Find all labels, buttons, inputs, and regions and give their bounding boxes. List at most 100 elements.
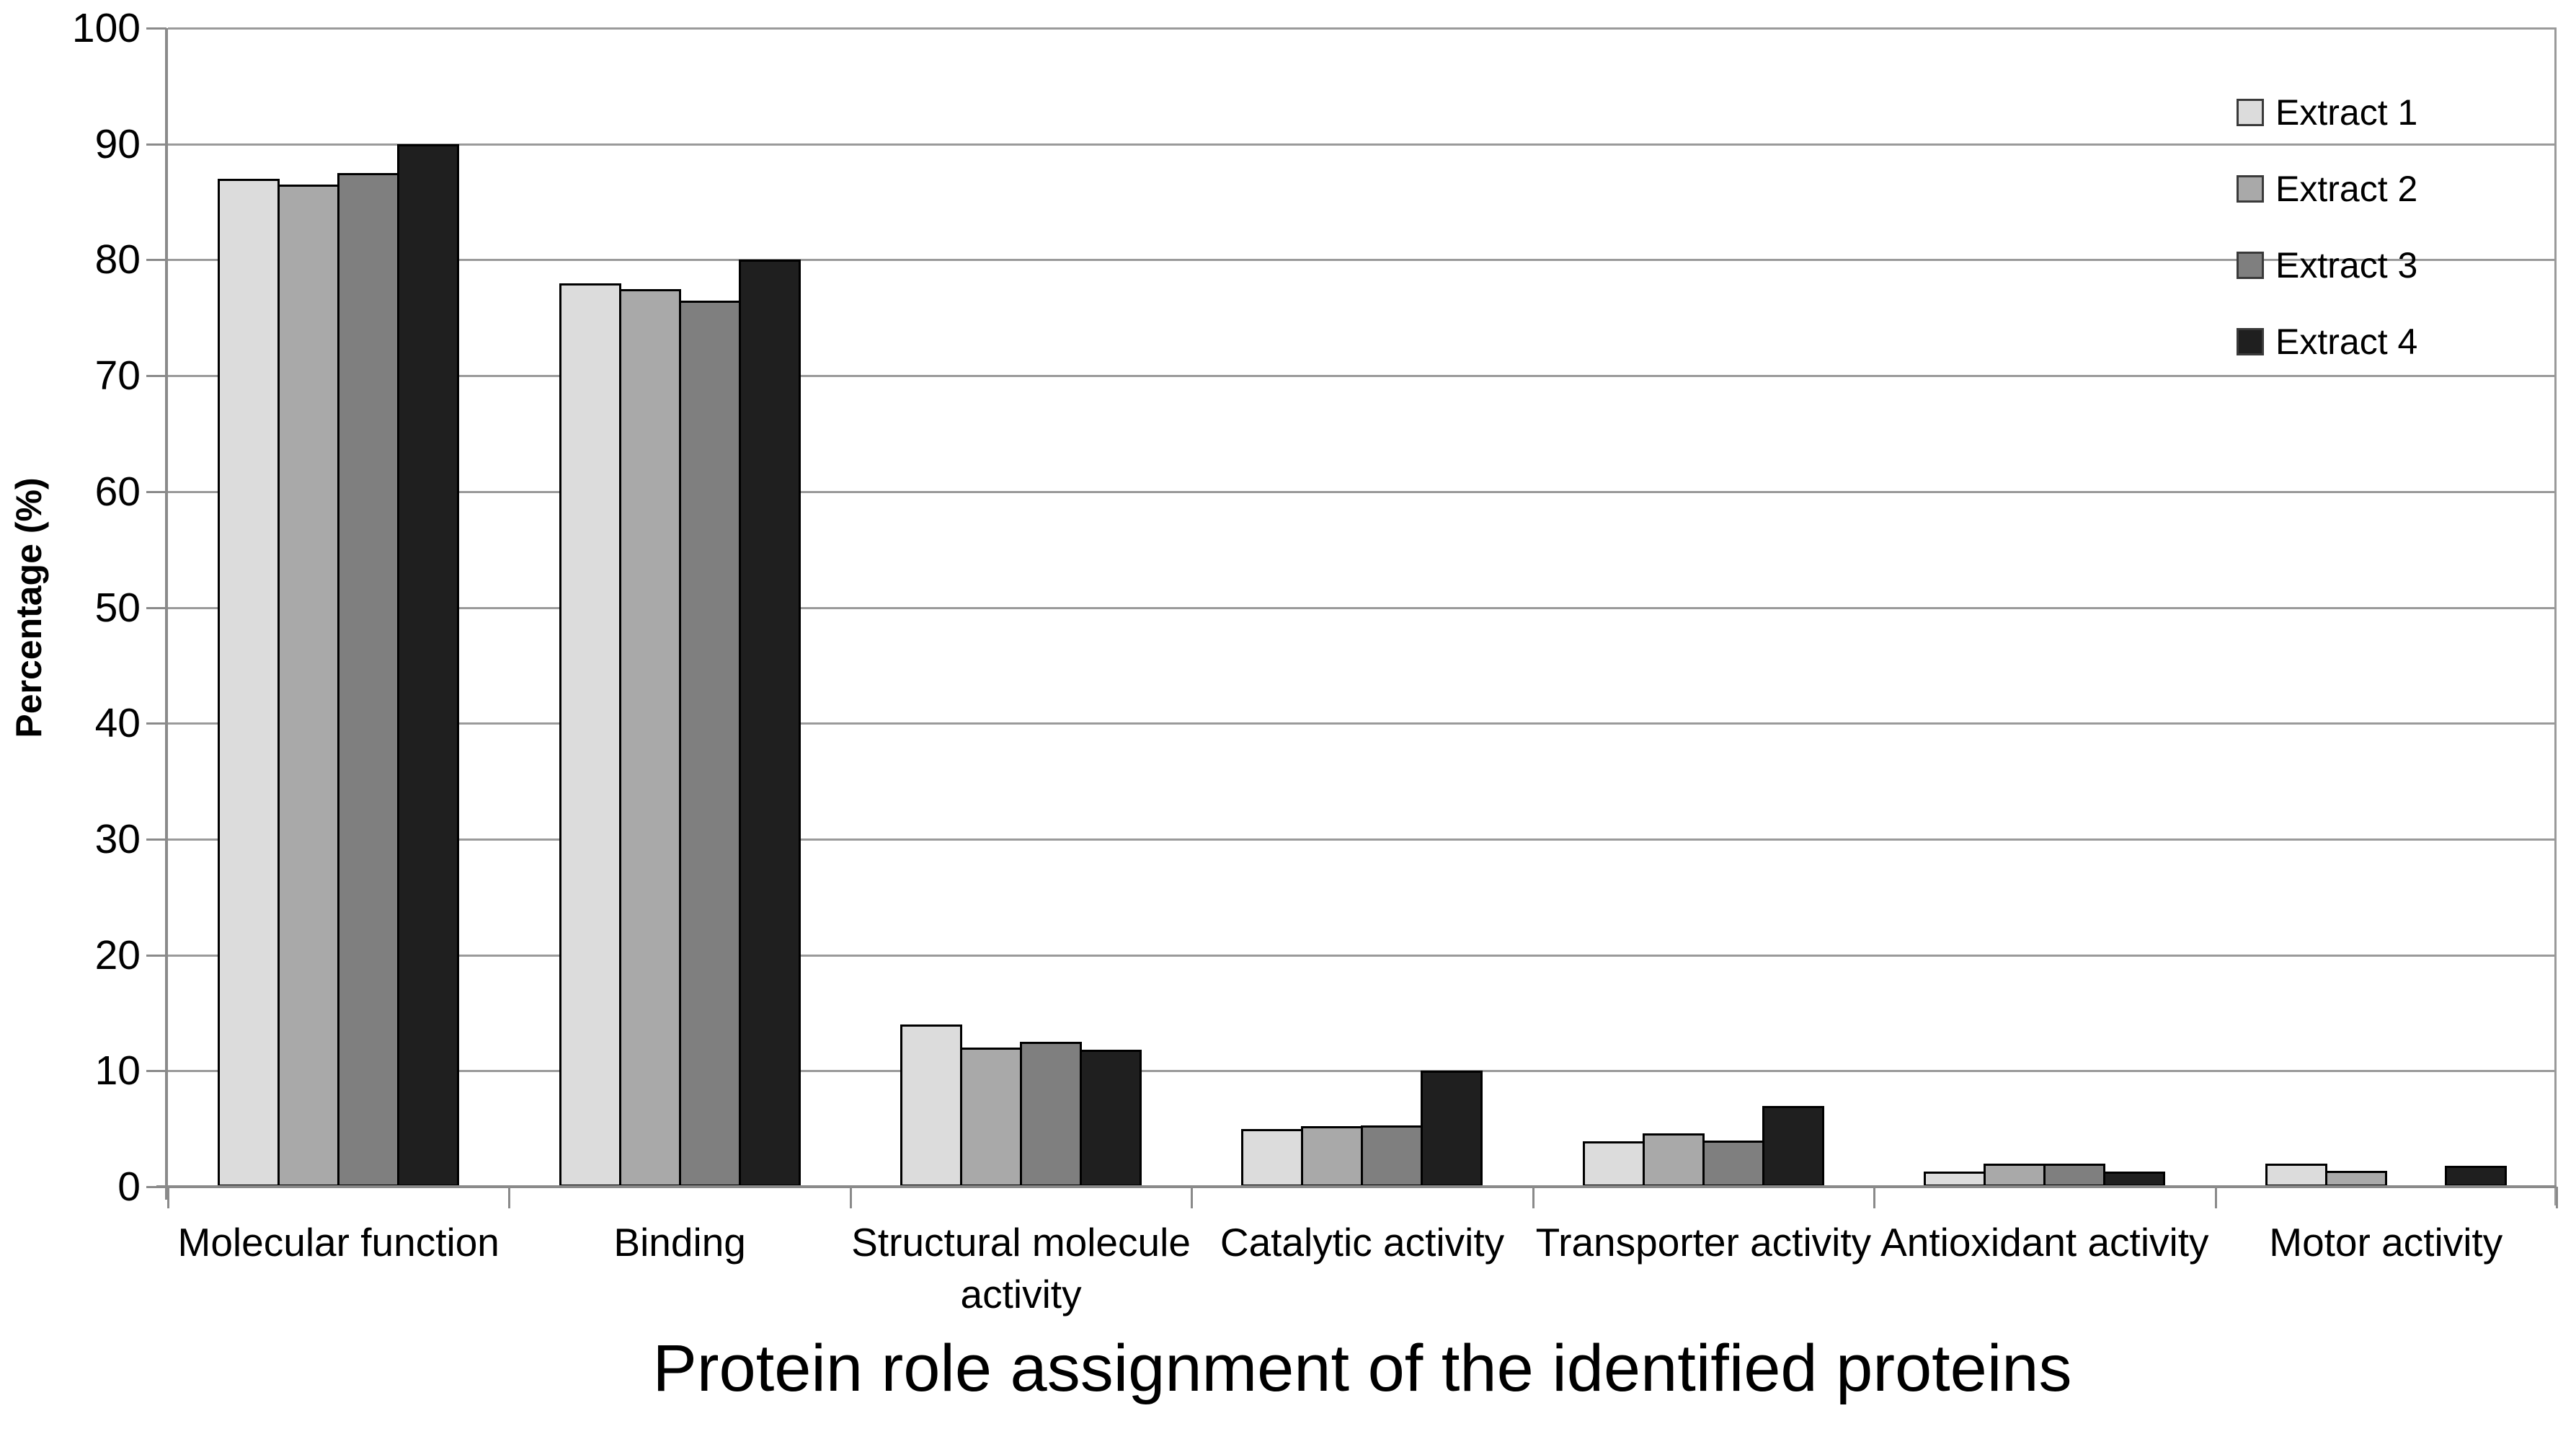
- y-axis-tick: [146, 490, 166, 493]
- y-axis-tick: [146, 143, 166, 146]
- bar: [1241, 1129, 1304, 1187]
- bar: [559, 283, 621, 1187]
- x-axis-tick: [1191, 1187, 1194, 1208]
- x-axis-tick: [2214, 1187, 2217, 1208]
- legend-label: Extract 3: [2275, 245, 2418, 286]
- x-axis-label-line: Transporter activity: [1535, 1220, 1872, 1265]
- bar: [960, 1048, 1023, 1187]
- bar-group: [850, 28, 1191, 1187]
- bar: [277, 185, 340, 1187]
- bar: [1702, 1141, 1764, 1187]
- y-axis-tick: [146, 259, 166, 262]
- bar: [618, 289, 681, 1187]
- chart-title: Protein role assignment of the identifie…: [652, 1332, 2072, 1405]
- x-axis-label: Binding: [509, 1217, 850, 1320]
- gridline: [168, 27, 2557, 30]
- bar: [2444, 1166, 2507, 1187]
- x-axis-tick: [1873, 1187, 1876, 1208]
- gridline: [168, 490, 2557, 493]
- gridline: [168, 606, 2557, 609]
- x-axis-label: Structural molecule activity: [850, 1217, 1191, 1320]
- bar: [738, 260, 801, 1187]
- plot-right-border: [2554, 28, 2557, 1205]
- bar-group: [2216, 28, 2557, 1187]
- y-axis-tick: [146, 1186, 166, 1188]
- x-axis-label-line: Catalytic activity: [1220, 1220, 1505, 1265]
- bar: [678, 301, 741, 1187]
- x-axis-label: Antioxidant activity: [1874, 1217, 2215, 1320]
- bar-group: [1191, 28, 1532, 1187]
- bar-group: [1874, 28, 2215, 1187]
- x-axis-tick: [167, 1187, 169, 1208]
- bar: [337, 173, 400, 1187]
- bar: [2265, 1164, 2327, 1187]
- x-axis-label: Catalytic activity: [1191, 1217, 1532, 1320]
- gridline: [168, 954, 2557, 957]
- y-tick-label: 30: [94, 815, 141, 862]
- legend-swatch: [2237, 99, 2264, 126]
- bar: [1762, 1106, 1824, 1187]
- legend-label: Extract 2: [2275, 169, 2418, 209]
- y-axis-tick: [146, 722, 166, 725]
- y-tick-label: 70: [94, 353, 141, 399]
- x-axis-line: [156, 1185, 2557, 1188]
- bar: [2324, 1171, 2387, 1187]
- y-tick-label: 10: [94, 1048, 141, 1094]
- x-axis-category-labels: Molecular function Binding Structural mole…: [168, 1217, 2557, 1320]
- bar: [1020, 1042, 1083, 1187]
- gridline: [168, 722, 2557, 725]
- y-axis-tick: [146, 954, 166, 957]
- legend-entry: Extract 4: [2237, 324, 2417, 360]
- x-axis-label: Transporter activity: [1533, 1217, 1874, 1320]
- legend-swatch: [2237, 328, 2264, 355]
- x-axis-label-line: Molecular function: [177, 1220, 499, 1265]
- y-tick-label: 80: [94, 236, 141, 283]
- x-axis-label: Molecular function: [168, 1217, 509, 1320]
- y-tick-label: 40: [94, 700, 141, 747]
- y-axis-tick: [146, 375, 166, 378]
- bar-group: [1533, 28, 1874, 1187]
- x-axis-label-line: Binding: [613, 1220, 746, 1265]
- legend-swatch: [2237, 175, 2264, 203]
- legend: Extract 1 Extract 2 Extract 3 Extract 4: [2237, 94, 2417, 360]
- bar: [1301, 1126, 1364, 1187]
- x-axis-label: Motor activity: [2216, 1217, 2557, 1320]
- bar-group: [168, 28, 509, 1187]
- bar: [1421, 1071, 1483, 1187]
- x-axis-label-line: Motor activity: [2269, 1220, 2503, 1265]
- bar-groups: [168, 28, 2557, 1187]
- x-axis-tick: [849, 1187, 852, 1208]
- y-tick-label: 60: [94, 468, 141, 515]
- x-axis-tick: [2556, 1187, 2558, 1208]
- y-tick-label: 0: [117, 1164, 141, 1210]
- gridline: [168, 1070, 2557, 1073]
- legend-label: Extract 4: [2275, 322, 2418, 362]
- legend-entry: Extract 3: [2237, 247, 2417, 283]
- y-axis-line: [165, 28, 168, 1200]
- y-tick-label: 100: [71, 5, 141, 51]
- y-axis-tick: [146, 1070, 166, 1073]
- x-axis-tick: [508, 1187, 511, 1208]
- y-axis-tick-labels: 0 10 20 30 40 50 60 70 80 90 100: [0, 6, 144, 1208]
- gridline: [168, 375, 2557, 378]
- legend-entry: Extract 2: [2237, 171, 2417, 207]
- y-axis-tick: [146, 606, 166, 609]
- gridline: [168, 259, 2557, 262]
- legend-swatch: [2237, 252, 2264, 279]
- bar: [1984, 1164, 2046, 1187]
- y-tick-label: 20: [94, 931, 141, 978]
- bar-group: [509, 28, 850, 1187]
- bar: [1642, 1133, 1705, 1187]
- y-tick-label: 90: [94, 120, 141, 167]
- bar: [2043, 1164, 2106, 1187]
- bar: [397, 144, 460, 1187]
- x-axis-label-line: activity: [960, 1271, 1082, 1316]
- x-axis-label-line: Antioxidant activity: [1880, 1220, 2209, 1265]
- y-axis-tick: [146, 838, 166, 841]
- gridline: [168, 838, 2557, 841]
- plot-area: Extract 1 Extract 2 Extract 3 Extract 4: [146, 27, 2558, 1208]
- bar: [1080, 1050, 1142, 1187]
- legend-entry: Extract 1: [2237, 94, 2417, 130]
- bar: [2103, 1172, 2166, 1187]
